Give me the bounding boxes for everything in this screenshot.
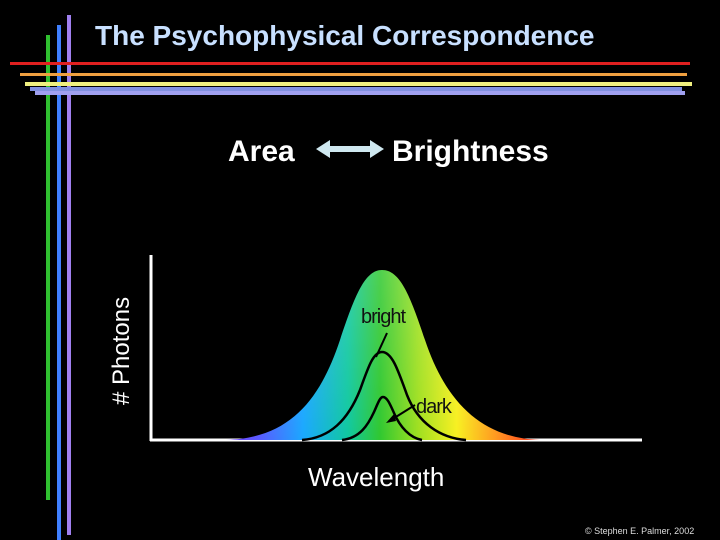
dark-pointer <box>386 404 416 423</box>
decor-bar-orange <box>20 73 687 76</box>
bright-pointer <box>375 332 388 358</box>
spectrum-highlight <box>226 270 540 440</box>
decor-bar-violet <box>67 15 71 535</box>
decor-bar-yellow <box>25 82 692 86</box>
y-axis-label: # Photons <box>108 296 135 405</box>
brightness-label: Brightness <box>392 135 549 168</box>
decor-bar-green <box>46 35 50 500</box>
curve-label-dark: dark <box>416 396 452 418</box>
decor-bar-blue <box>57 25 61 540</box>
copyright-notice: © Stephen E. Palmer, 2002 <box>585 526 695 536</box>
decor-bar-violet-h <box>35 91 685 95</box>
bright-curve <box>301 350 467 442</box>
x-axis-label: Wavelength <box>308 462 445 492</box>
curve-label-bright: bright <box>361 306 406 328</box>
decor-bar-red <box>10 62 690 65</box>
slide-title: The Psychophysical Correspondence <box>95 20 595 51</box>
area-label: Area <box>228 135 295 168</box>
dark-curve <box>341 395 423 442</box>
double-headed-arrow-icon <box>316 140 384 158</box>
decor-bar-blue-h <box>30 87 682 91</box>
